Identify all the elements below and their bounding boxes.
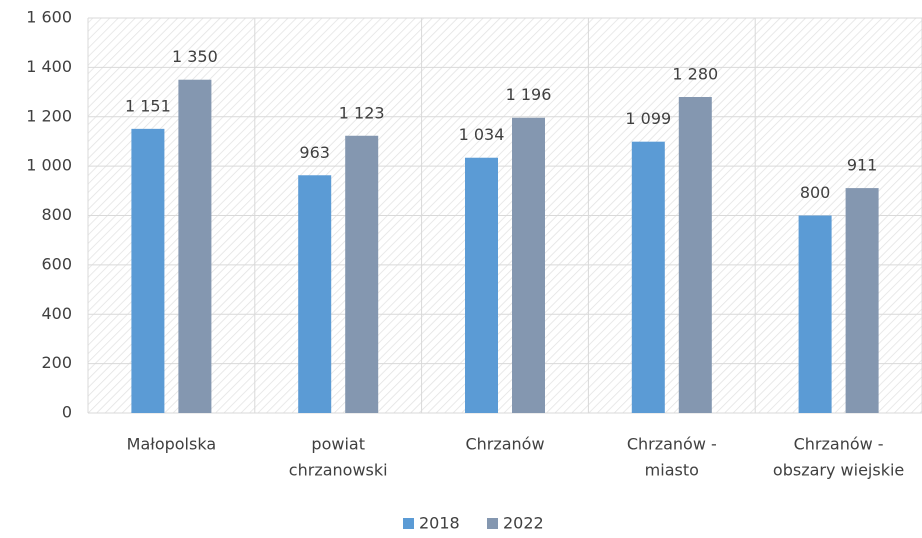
legend-label: 2018: [419, 514, 460, 533]
y-tick-label: 1 200: [26, 106, 72, 125]
x-tick-label: chrzanowski: [289, 461, 388, 480]
x-tick-label: Chrzanów -: [627, 435, 717, 454]
bar: [845, 188, 879, 413]
bar: [678, 97, 712, 413]
bar: [131, 128, 165, 414]
x-tick-label: obszary wiejskie: [773, 461, 904, 480]
y-tick-label: 200: [41, 353, 72, 372]
legend-label: 2022: [503, 514, 544, 533]
bar: [178, 79, 212, 413]
value-label: 1 350: [172, 47, 218, 66]
value-label: 963: [299, 143, 330, 162]
bar: [631, 141, 665, 413]
bar: [512, 117, 545, 414]
bar: [465, 157, 498, 413]
value-label: 1 123: [339, 103, 385, 122]
value-label: 800: [800, 183, 831, 202]
x-tick-label: Chrzanów -: [794, 435, 884, 454]
value-label: 1 196: [506, 85, 552, 104]
y-tick-label: 400: [41, 304, 72, 323]
y-tick-label: 1 600: [26, 8, 72, 27]
y-tick-label: 800: [41, 205, 72, 224]
bar: [798, 215, 832, 413]
value-label: 1 151: [125, 96, 171, 115]
legend-swatch: [487, 518, 498, 529]
x-tick-label: powiat: [311, 435, 365, 454]
bar: [345, 135, 379, 413]
y-tick-label: 0: [62, 403, 72, 422]
value-label: 1 099: [625, 109, 671, 128]
y-tick-label: 600: [41, 254, 72, 273]
legend-swatch: [403, 518, 414, 529]
y-tick-label: 1 400: [26, 57, 72, 76]
y-tick-label: 1 000: [26, 156, 72, 175]
x-tick-label: Małopolska: [127, 435, 216, 454]
value-label: 911: [847, 156, 878, 175]
value-label: 1 034: [459, 125, 505, 144]
value-label: 1 280: [672, 65, 718, 84]
bar: [298, 175, 332, 413]
x-tick-label: miasto: [645, 461, 699, 480]
x-tick-label: Chrzanów: [465, 435, 544, 454]
